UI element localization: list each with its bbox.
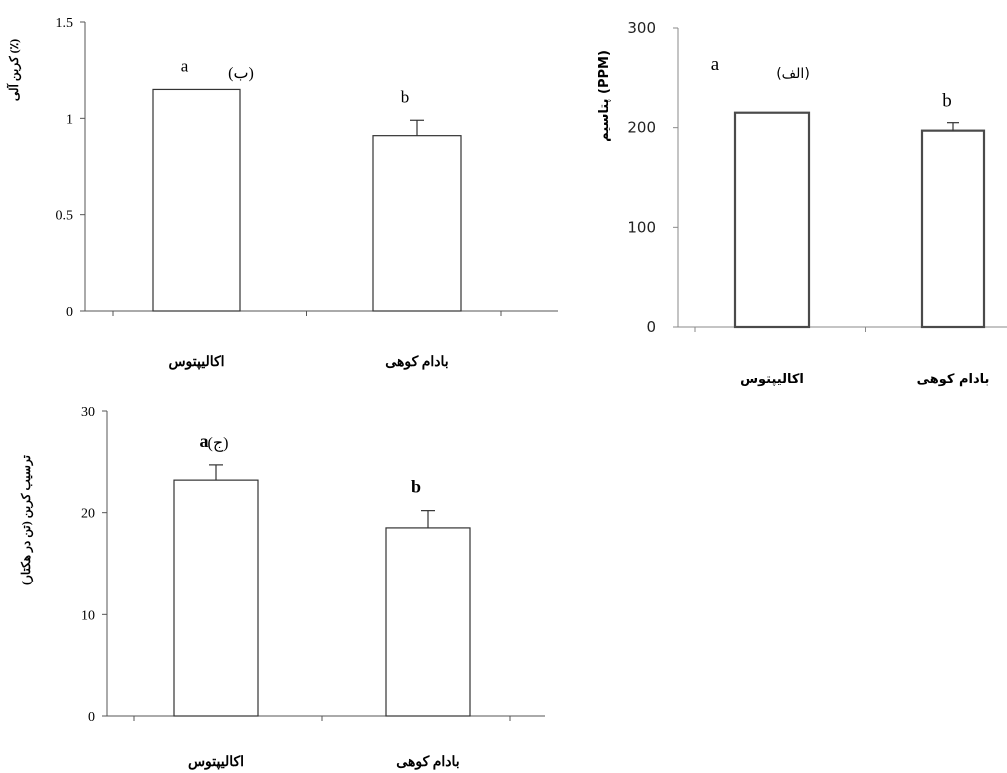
x-category-label: اکالیپتوس [740,372,804,387]
y-tick-label: 0 [88,710,95,725]
panel-title: (ج) [208,435,229,452]
y-tick-label: 0 [66,305,73,320]
y-axis-label: ترسیب کربن (تن در هکتار) [19,454,34,585]
chart-panel-2: 0 100 200 300 a اکالیپتوس b بادام کوهی (الف) پتاس… [597,19,1007,387]
y-tick-label: 300 [627,19,656,37]
bar [735,113,809,327]
y-tick-label: 1 [66,112,73,127]
y-tick-label: 100 [627,218,656,236]
y-tick-label: 20 [81,507,95,522]
significance-letter: b [942,91,952,112]
y-axis-label: کربن آلی (٪) [5,39,22,101]
y-axis-label: پتاسیم (PPM) [597,50,612,142]
x-category-label: اکالیپتوس [188,754,244,770]
y-tick-label: 30 [81,405,95,420]
y-tick-label: 0 [646,318,656,336]
y-tick-label: 200 [627,119,656,137]
x-category-label: بادام کوهی [396,754,459,770]
y-tick-label: 10 [81,608,95,623]
panel-title: (ب) [228,65,254,82]
significance-letter: b [401,87,410,106]
x-category-label: بادام کوهی [385,354,448,370]
bar [174,480,258,716]
y-tick-label: 0.5 [56,209,74,224]
x-category-label: بادام کوهی [917,372,990,387]
significance-letter: b [411,477,421,497]
significance-letter: a [711,54,720,75]
significance-letter: a [181,56,189,75]
y-tick-label: 1.5 [56,16,74,31]
bar [386,528,470,716]
bar [922,131,984,327]
bar [153,89,240,311]
x-category-label: اکالیپتوس [168,354,224,370]
bar [373,136,461,311]
chart-panel-1: 0 0.5 1 1.5 a اکالیپتوس b بادام کوهی (ب) کربن آلی… [5,16,558,370]
panel-title: (الف) [776,66,810,82]
